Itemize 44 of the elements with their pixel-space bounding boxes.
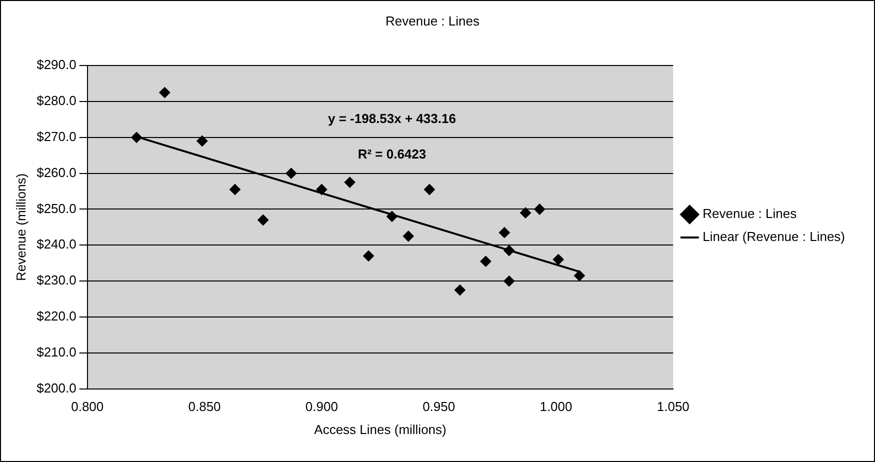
y-tick-label: $290.0 <box>36 57 76 72</box>
x-tick-label: 0.850 <box>188 399 221 414</box>
y-tick-label: $280.0 <box>36 93 76 108</box>
point <box>552 254 564 266</box>
point <box>454 284 466 296</box>
legend-label: Revenue : Lines <box>702 206 798 222</box>
y-tick-label: $240.0 <box>36 236 76 252</box>
x-tick-label: 0.950 <box>422 399 456 414</box>
point <box>196 136 208 147</box>
chart-title: Revenue : Lines <box>386 13 480 28</box>
point <box>480 256 492 267</box>
point <box>344 176 356 188</box>
x-tick-label: 0.800 <box>71 399 104 414</box>
point <box>402 230 414 242</box>
y-tick-label: $220.0 <box>36 308 76 324</box>
point <box>229 184 240 195</box>
x-tick-label: 1.050 <box>656 399 690 414</box>
y-tick-label: $250.0 <box>36 200 76 216</box>
legend-label: Linear (Revenue : Lines) <box>702 229 845 244</box>
annotation: R² = 0.6423 <box>358 146 426 162</box>
y-tick-label: $230.0 <box>36 272 76 288</box>
point <box>159 87 170 98</box>
point <box>520 207 532 218</box>
y-tick-label: $260.0 <box>36 164 76 180</box>
point <box>574 270 585 282</box>
y-tick-label: $270.0 <box>36 129 76 144</box>
y-tick-label: $200.0 <box>36 380 76 396</box>
point <box>504 276 515 287</box>
point <box>498 227 510 238</box>
point <box>258 214 269 226</box>
point <box>424 184 435 195</box>
x-axis-title: Access Lines (millions) <box>314 422 446 437</box>
x-tick-label: 0.900 <box>305 399 338 414</box>
x-tick-label: 1.000 <box>540 399 572 414</box>
point <box>534 204 546 215</box>
y-tick-label: $210.0 <box>36 344 76 360</box>
point <box>363 250 374 262</box>
point <box>131 132 142 143</box>
point <box>386 210 398 222</box>
point <box>504 245 515 256</box>
point <box>316 184 328 195</box>
annotation: y = -198.53x + 433.16 <box>328 111 456 126</box>
y-axis-title: Revenue (millions) <box>13 173 28 282</box>
point <box>286 168 297 179</box>
